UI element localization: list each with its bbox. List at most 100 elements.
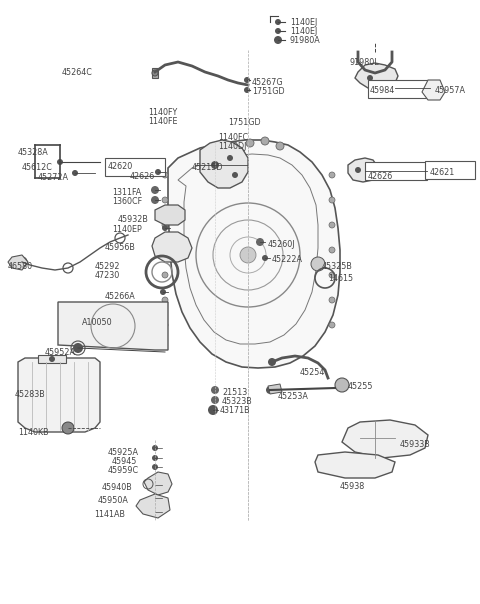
Text: 1360CF: 1360CF	[112, 197, 142, 206]
Circle shape	[151, 196, 159, 204]
Polygon shape	[155, 205, 185, 225]
Circle shape	[232, 172, 238, 178]
Circle shape	[329, 272, 335, 278]
Polygon shape	[152, 232, 192, 262]
Circle shape	[208, 405, 218, 415]
Text: 45253A: 45253A	[278, 392, 309, 401]
Bar	[365, 162, 427, 180]
Text: 45222A: 45222A	[272, 255, 303, 264]
Text: 91980A: 91980A	[290, 36, 321, 45]
Text: 45952A: 45952A	[45, 348, 76, 357]
Circle shape	[262, 255, 268, 261]
Text: 45933B: 45933B	[400, 440, 431, 449]
Text: 45266A: 45266A	[105, 292, 136, 301]
Circle shape	[162, 172, 168, 178]
Text: 45956B: 45956B	[105, 243, 136, 252]
Text: 45272A: 45272A	[38, 173, 69, 182]
Text: 1311FA: 1311FA	[112, 188, 141, 197]
Text: 45325B: 45325B	[322, 262, 353, 271]
Circle shape	[155, 169, 161, 175]
Circle shape	[162, 322, 168, 328]
Circle shape	[152, 495, 158, 501]
Bar	[38, 355, 66, 363]
Circle shape	[329, 222, 335, 228]
Text: 45950A: 45950A	[98, 496, 129, 505]
Polygon shape	[152, 68, 158, 78]
Circle shape	[73, 343, 83, 353]
Circle shape	[152, 445, 158, 451]
Polygon shape	[58, 302, 168, 350]
Circle shape	[329, 197, 335, 203]
Text: 45957A: 45957A	[435, 86, 466, 95]
Polygon shape	[348, 158, 378, 182]
Text: 42626: 42626	[130, 172, 155, 181]
Circle shape	[266, 386, 274, 394]
Polygon shape	[268, 384, 282, 394]
Circle shape	[367, 75, 373, 81]
Circle shape	[261, 137, 269, 145]
Circle shape	[151, 186, 159, 194]
Text: 45925A: 45925A	[108, 448, 139, 457]
Circle shape	[152, 509, 158, 515]
Text: 45254: 45254	[300, 368, 325, 377]
Text: 46580: 46580	[8, 262, 33, 271]
Polygon shape	[18, 358, 100, 432]
Circle shape	[244, 77, 250, 83]
Circle shape	[329, 297, 335, 303]
Text: 42620: 42620	[108, 162, 133, 171]
Circle shape	[162, 272, 168, 278]
Text: 91980L: 91980L	[350, 58, 380, 67]
Circle shape	[275, 28, 281, 34]
Text: 1140FC: 1140FC	[218, 133, 248, 142]
Circle shape	[62, 422, 74, 434]
Polygon shape	[144, 472, 172, 495]
Circle shape	[211, 396, 219, 404]
Circle shape	[162, 222, 168, 228]
Circle shape	[162, 225, 168, 231]
Circle shape	[211, 386, 219, 394]
Circle shape	[329, 322, 335, 328]
Text: 1751GD: 1751GD	[228, 118, 261, 127]
Text: 45945: 45945	[112, 457, 137, 466]
Text: 45264C: 45264C	[62, 68, 93, 77]
Circle shape	[355, 167, 361, 173]
Circle shape	[162, 297, 168, 303]
Text: 1141AB: 1141AB	[94, 510, 125, 519]
Text: 45984: 45984	[370, 86, 395, 95]
Circle shape	[227, 155, 233, 161]
Text: 42626: 42626	[368, 172, 393, 181]
Circle shape	[335, 378, 349, 392]
Circle shape	[49, 356, 55, 362]
Circle shape	[256, 238, 264, 246]
Circle shape	[329, 247, 335, 253]
Bar	[368, 80, 428, 98]
Circle shape	[244, 87, 250, 93]
Text: A10050: A10050	[82, 318, 113, 327]
Circle shape	[275, 19, 281, 25]
Circle shape	[162, 247, 168, 253]
Text: 45612C: 45612C	[22, 163, 53, 172]
Polygon shape	[315, 452, 395, 478]
Polygon shape	[136, 494, 170, 518]
Circle shape	[152, 455, 158, 461]
Text: 45215D: 45215D	[192, 163, 224, 172]
Circle shape	[72, 170, 78, 176]
Text: 1140EJ: 1140EJ	[290, 18, 317, 27]
Text: 47230: 47230	[95, 271, 120, 280]
Text: 43171B: 43171B	[220, 406, 251, 415]
Text: 45292: 45292	[95, 262, 120, 271]
Polygon shape	[8, 255, 28, 270]
Polygon shape	[200, 140, 248, 188]
Circle shape	[275, 37, 281, 43]
Circle shape	[152, 464, 158, 470]
Circle shape	[274, 36, 282, 44]
Circle shape	[152, 482, 158, 488]
Text: 1140FY: 1140FY	[148, 108, 177, 117]
Text: 45959C: 45959C	[108, 466, 139, 475]
Text: 45938: 45938	[340, 482, 365, 491]
Bar	[105, 158, 165, 176]
Circle shape	[231, 144, 239, 152]
Circle shape	[276, 142, 284, 150]
Text: 1140EJ: 1140EJ	[290, 27, 317, 36]
Text: 45283B: 45283B	[15, 390, 46, 399]
